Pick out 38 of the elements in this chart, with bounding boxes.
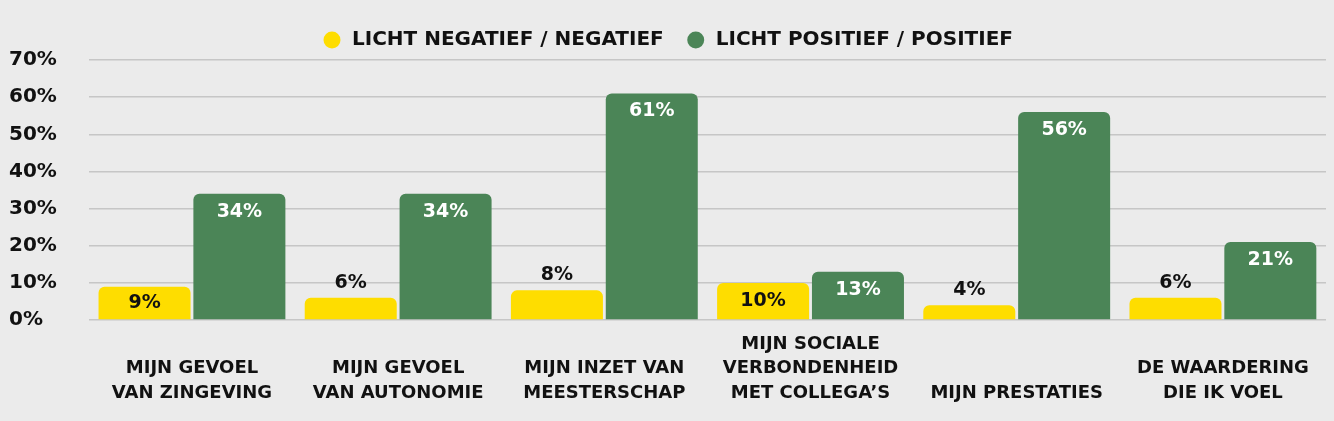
bar — [605, 93, 698, 320]
data-label: 9% — [128, 289, 161, 312]
x-tick-label: MIJN GEVOEL VAN AUTONOMIE — [312, 356, 484, 402]
legend-label: LICHT NEGATIEF / NEGATIEF — [352, 26, 664, 51]
x-tick-label: MIJN SOCIALE VERBONDENHEID MET COLLEGA’S — [722, 331, 899, 402]
y-tick-label: 30% — [9, 194, 57, 219]
y-tick-label: 60% — [9, 83, 57, 108]
data-label: 4% — [953, 277, 986, 300]
data-label: 6% — [334, 269, 367, 292]
y-tick-label: 40% — [9, 157, 57, 182]
x-tick-label: MIJN GEVOEL VAN ZINGEVING — [111, 356, 273, 402]
bar — [811, 271, 904, 320]
y-tick-label: 0% — [9, 306, 43, 331]
y-tick-label: 20% — [9, 231, 57, 256]
bar — [193, 193, 286, 320]
bar — [923, 305, 1016, 320]
y-tick-label: 10% — [9, 269, 57, 294]
data-label: 21% — [1247, 247, 1294, 270]
x-tick-label: DE WAARDERING DIE IK VOEL — [1136, 356, 1309, 402]
bar — [1129, 297, 1222, 320]
data-label: 34% — [216, 198, 263, 221]
data-label: 8% — [540, 262, 574, 285]
bar — [1018, 112, 1111, 320]
x-tick-label: MIJN PRESTATIES — [930, 380, 1104, 402]
data-label: 56% — [1041, 116, 1087, 139]
legend-label: LICHT POSITIEF / POSITIEF — [715, 26, 1013, 51]
data-label: 13% — [835, 276, 881, 299]
y-tick-label: 70% — [9, 46, 57, 71]
data-label: 34% — [422, 198, 469, 221]
bar — [399, 193, 492, 320]
data-label: 10% — [740, 287, 786, 310]
bar — [304, 297, 397, 320]
x-tick-label: MIJN INZET VAN MEESTERSCHAP — [523, 356, 686, 402]
data-label: 6% — [1159, 269, 1192, 292]
data-label: 61% — [629, 98, 675, 121]
y-tick-label: 50% — [9, 120, 57, 145]
bar — [1224, 242, 1317, 320]
bar — [510, 290, 603, 320]
